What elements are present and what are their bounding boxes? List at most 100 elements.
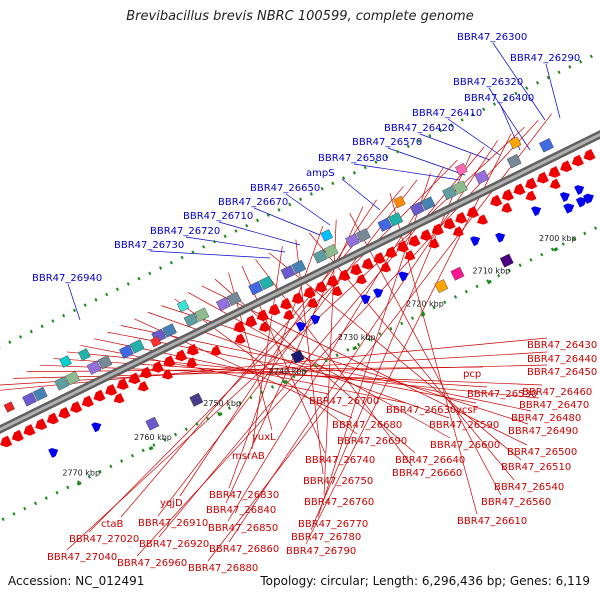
leader-line — [149, 250, 271, 259]
tick-mark — [283, 379, 289, 385]
leader-line — [241, 265, 326, 454]
reverse-gene-arrow — [307, 297, 319, 309]
reverse-gene-arrow — [256, 309, 269, 322]
feature-block — [3, 401, 15, 413]
leader-line — [387, 147, 466, 176]
tick-label: 2750 kbp — [203, 399, 241, 408]
leader-line — [157, 179, 418, 517]
leader-line — [305, 133, 512, 545]
reverse-gene-arrow — [105, 384, 118, 396]
leader-line — [67, 283, 81, 321]
leader-line — [341, 178, 381, 211]
reverse-gene-arrow — [350, 263, 363, 276]
reverse-gene-arrow — [280, 298, 293, 310]
reverse-gene-arrow — [428, 238, 440, 249]
gene-label-bottom: BBR47_26750 — [303, 476, 373, 487]
gene-label-top: BBR47_26300 — [457, 32, 527, 43]
reverse-gene-arrow — [571, 154, 584, 167]
gene-label-bottom: BBR47_26660 — [392, 468, 462, 479]
feature-block — [129, 339, 145, 354]
gene-label-bottom: BBR47_26640 — [395, 455, 465, 466]
gene-label-top: BBR47_26580 — [318, 153, 388, 164]
feature-block — [65, 370, 81, 386]
topology-text: Topology: circular; Length: 6,296,436 bp… — [260, 574, 590, 588]
reverse-gene-arrow — [245, 315, 258, 327]
leader-line — [0, 337, 548, 391]
leader-line — [26, 366, 484, 373]
reverse-gene-arrow — [443, 217, 456, 230]
reverse-gene-arrow — [11, 429, 24, 442]
forward-gene-arrow — [360, 294, 371, 305]
accession-text: Accession: NC_012491 — [8, 574, 145, 588]
reverse-gene-arrow — [408, 234, 421, 247]
gene-label-bottom: yuxL — [252, 432, 276, 443]
feature-block — [388, 212, 404, 227]
gene-label-top: BBR47_26290 — [510, 53, 580, 64]
feature-block — [226, 291, 242, 306]
reverse-gene-arrow — [162, 369, 173, 380]
tick-label: 2740 kbp — [269, 367, 307, 376]
gene-label-bottom: BBR47_26840 — [206, 505, 276, 516]
reverse-gene-arrow — [23, 424, 36, 436]
reverse-gene-arrow — [404, 250, 416, 261]
forward-gene-arrow — [470, 236, 481, 247]
reverse-gene-arrow — [46, 412, 59, 425]
tick-label: 2770 kbp — [62, 468, 100, 477]
reverse-gene-arrow — [583, 148, 596, 161]
reverse-gene-arrow — [0, 435, 13, 448]
feature-block — [312, 249, 328, 264]
feature-block — [474, 169, 490, 185]
feature-block — [420, 196, 436, 211]
leader-line — [310, 153, 472, 531]
gene-label-bottom: BBR47_26790 — [286, 546, 356, 557]
forward-gene-arrow — [495, 232, 506, 243]
gene-label-bottom: BBR47_26920 — [139, 539, 209, 550]
feature-block — [434, 279, 449, 294]
feature-block — [145, 416, 160, 431]
reverse-gene-arrow — [163, 355, 176, 367]
gene-label-bottom: BBR47_26450 — [527, 367, 597, 378]
labels: 2770 kbp 2760 kbp 2750 kbp 2740 kbp 2730 kbp… — [32, 32, 597, 574]
gene-label-top: BBR47_26670 — [218, 197, 288, 208]
feature-block — [22, 392, 37, 407]
gene-label-bottom: BBR47_26540 — [494, 482, 564, 493]
gene-label-top: BBR47_26710 — [183, 211, 253, 222]
reverse-gene-arrow — [116, 378, 129, 390]
leader-line — [545, 63, 561, 119]
gene-label-top: BBR47_26420 — [384, 123, 454, 134]
gene-label-top: BBR47_26940 — [32, 273, 102, 284]
forward-gene-arrow — [575, 197, 587, 208]
forward-gene-arrow — [531, 206, 542, 217]
forward-gene-arrow — [91, 422, 102, 433]
reverse-gene-arrow — [268, 303, 281, 316]
leader-line — [353, 163, 461, 181]
reverse-gene-arrow — [431, 223, 444, 236]
gene-label-bottom: BBR47_26490 — [508, 426, 578, 437]
gene-label-bottom: ctaB — [101, 519, 124, 530]
forward-gene-arrow — [574, 185, 585, 195]
reverse-gene-arrow — [233, 320, 246, 333]
leader-line — [136, 120, 539, 557]
reverse-gene-arrow — [113, 393, 125, 404]
feature-block — [499, 253, 514, 268]
reverse-gene-arrow — [452, 226, 464, 237]
tick-mark — [76, 481, 82, 486]
forward-gene-arrow — [398, 271, 409, 282]
gene-label-bottom: BBR47_26740 — [305, 455, 375, 466]
gene-label-bottom: BBR47_26910 — [138, 518, 208, 529]
reverse-gene-arrow — [385, 246, 398, 259]
genome-title: Brevibacillus brevis NBRC 100599, comple… — [126, 9, 474, 24]
gene-label-bottom: BBR47_27020 — [69, 534, 139, 545]
gene-label-bottom: BBR47_26770 — [298, 519, 368, 530]
reverse-gene-arrow — [140, 366, 153, 379]
reverse-gene-arrow — [70, 401, 83, 413]
reverse-gene-arrow — [128, 372, 141, 385]
reverse-gene-arrow — [525, 190, 537, 201]
feature-block — [323, 243, 339, 259]
feature-block — [59, 355, 72, 368]
tick-label: 2730 kbp — [338, 333, 376, 342]
feature-block — [189, 392, 204, 407]
gene-label-top: BBR47_26720 — [150, 226, 220, 237]
leader-line — [179, 199, 377, 497]
